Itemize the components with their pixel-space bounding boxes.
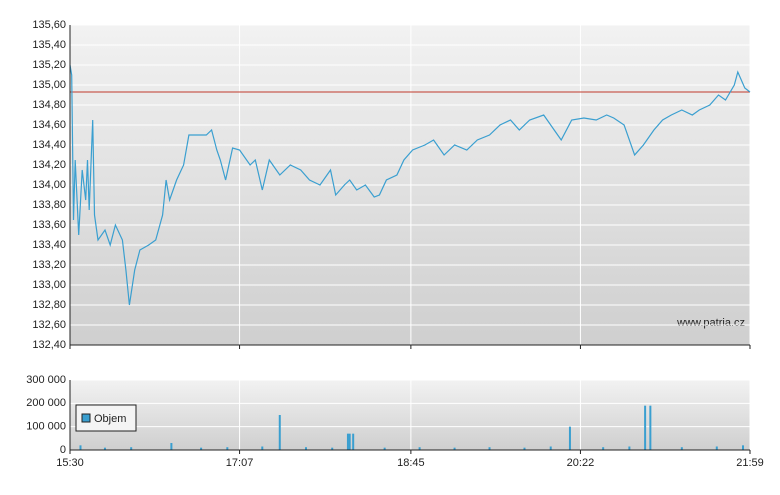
volume-bar <box>304 447 307 450</box>
y-tick-label: 300 000 <box>26 374 66 386</box>
x-tick-label: 17:07 <box>226 457 254 469</box>
price-line <box>69 64 751 306</box>
volume-bar <box>331 447 334 450</box>
volume-bar <box>79 445 82 450</box>
x-tick-label: 20:22 <box>567 457 595 469</box>
y-tick-label: 133,00 <box>32 279 66 291</box>
volume-bar <box>715 446 718 450</box>
volume-bar <box>549 446 552 450</box>
legend-swatch <box>81 413 91 423</box>
volume-bar <box>488 447 491 450</box>
volume-bar <box>170 443 173 450</box>
volume-bar <box>628 446 631 450</box>
volume-bar <box>103 447 106 450</box>
y-tick-label: 100 000 <box>26 421 66 433</box>
y-tick-label: 133,60 <box>32 219 66 231</box>
volume-bar <box>226 447 229 450</box>
y-tick-label: 135,60 <box>32 19 66 31</box>
volume-bar <box>418 447 421 450</box>
y-tick-label: 133,20 <box>32 259 66 271</box>
volume-bar <box>602 447 605 450</box>
legend-label: Objem <box>94 413 126 425</box>
y-tick-label: 133,80 <box>32 199 66 211</box>
volume-bar <box>278 415 281 450</box>
x-tick-label: 21:59 <box>736 457 764 469</box>
volume-bar <box>742 445 745 450</box>
y-tick-label: 200 000 <box>26 397 66 409</box>
volume-bar <box>348 433 351 450</box>
y-tick-label: 132,60 <box>32 319 66 331</box>
y-tick-label: 132,80 <box>32 299 66 311</box>
y-tick-label: 132,40 <box>32 339 66 351</box>
y-tick-label: 135,00 <box>32 79 66 91</box>
volume-bar <box>261 446 264 450</box>
y-tick-label: 135,20 <box>32 59 66 71</box>
y-tick-label: 134,80 <box>32 99 66 111</box>
watermark: www.patria.cz <box>676 317 745 329</box>
volume-bar <box>352 433 355 450</box>
volume-bar <box>200 447 203 450</box>
volume-bar <box>346 433 349 450</box>
volume-plot-area <box>70 380 750 450</box>
y-tick-label: 134,20 <box>32 159 66 171</box>
y-tick-label: 0 <box>60 444 66 456</box>
volume-bar <box>649 405 652 450</box>
volume-bar <box>680 447 683 450</box>
volume-bar <box>383 447 386 450</box>
volume-bar <box>523 447 526 450</box>
volume-bar <box>568 426 571 450</box>
x-tick-label: 18:45 <box>397 457 425 469</box>
y-tick-label: 135,40 <box>32 39 66 51</box>
volume-bar <box>130 447 133 450</box>
y-tick-label: 133,40 <box>32 239 66 251</box>
y-tick-label: 134,60 <box>32 119 66 131</box>
volume-bar <box>453 447 456 450</box>
y-tick-label: 134,40 <box>32 139 66 151</box>
y-tick-label: 134,00 <box>32 179 66 191</box>
volume-bar <box>644 405 647 450</box>
x-tick-label: 15:30 <box>56 457 84 469</box>
